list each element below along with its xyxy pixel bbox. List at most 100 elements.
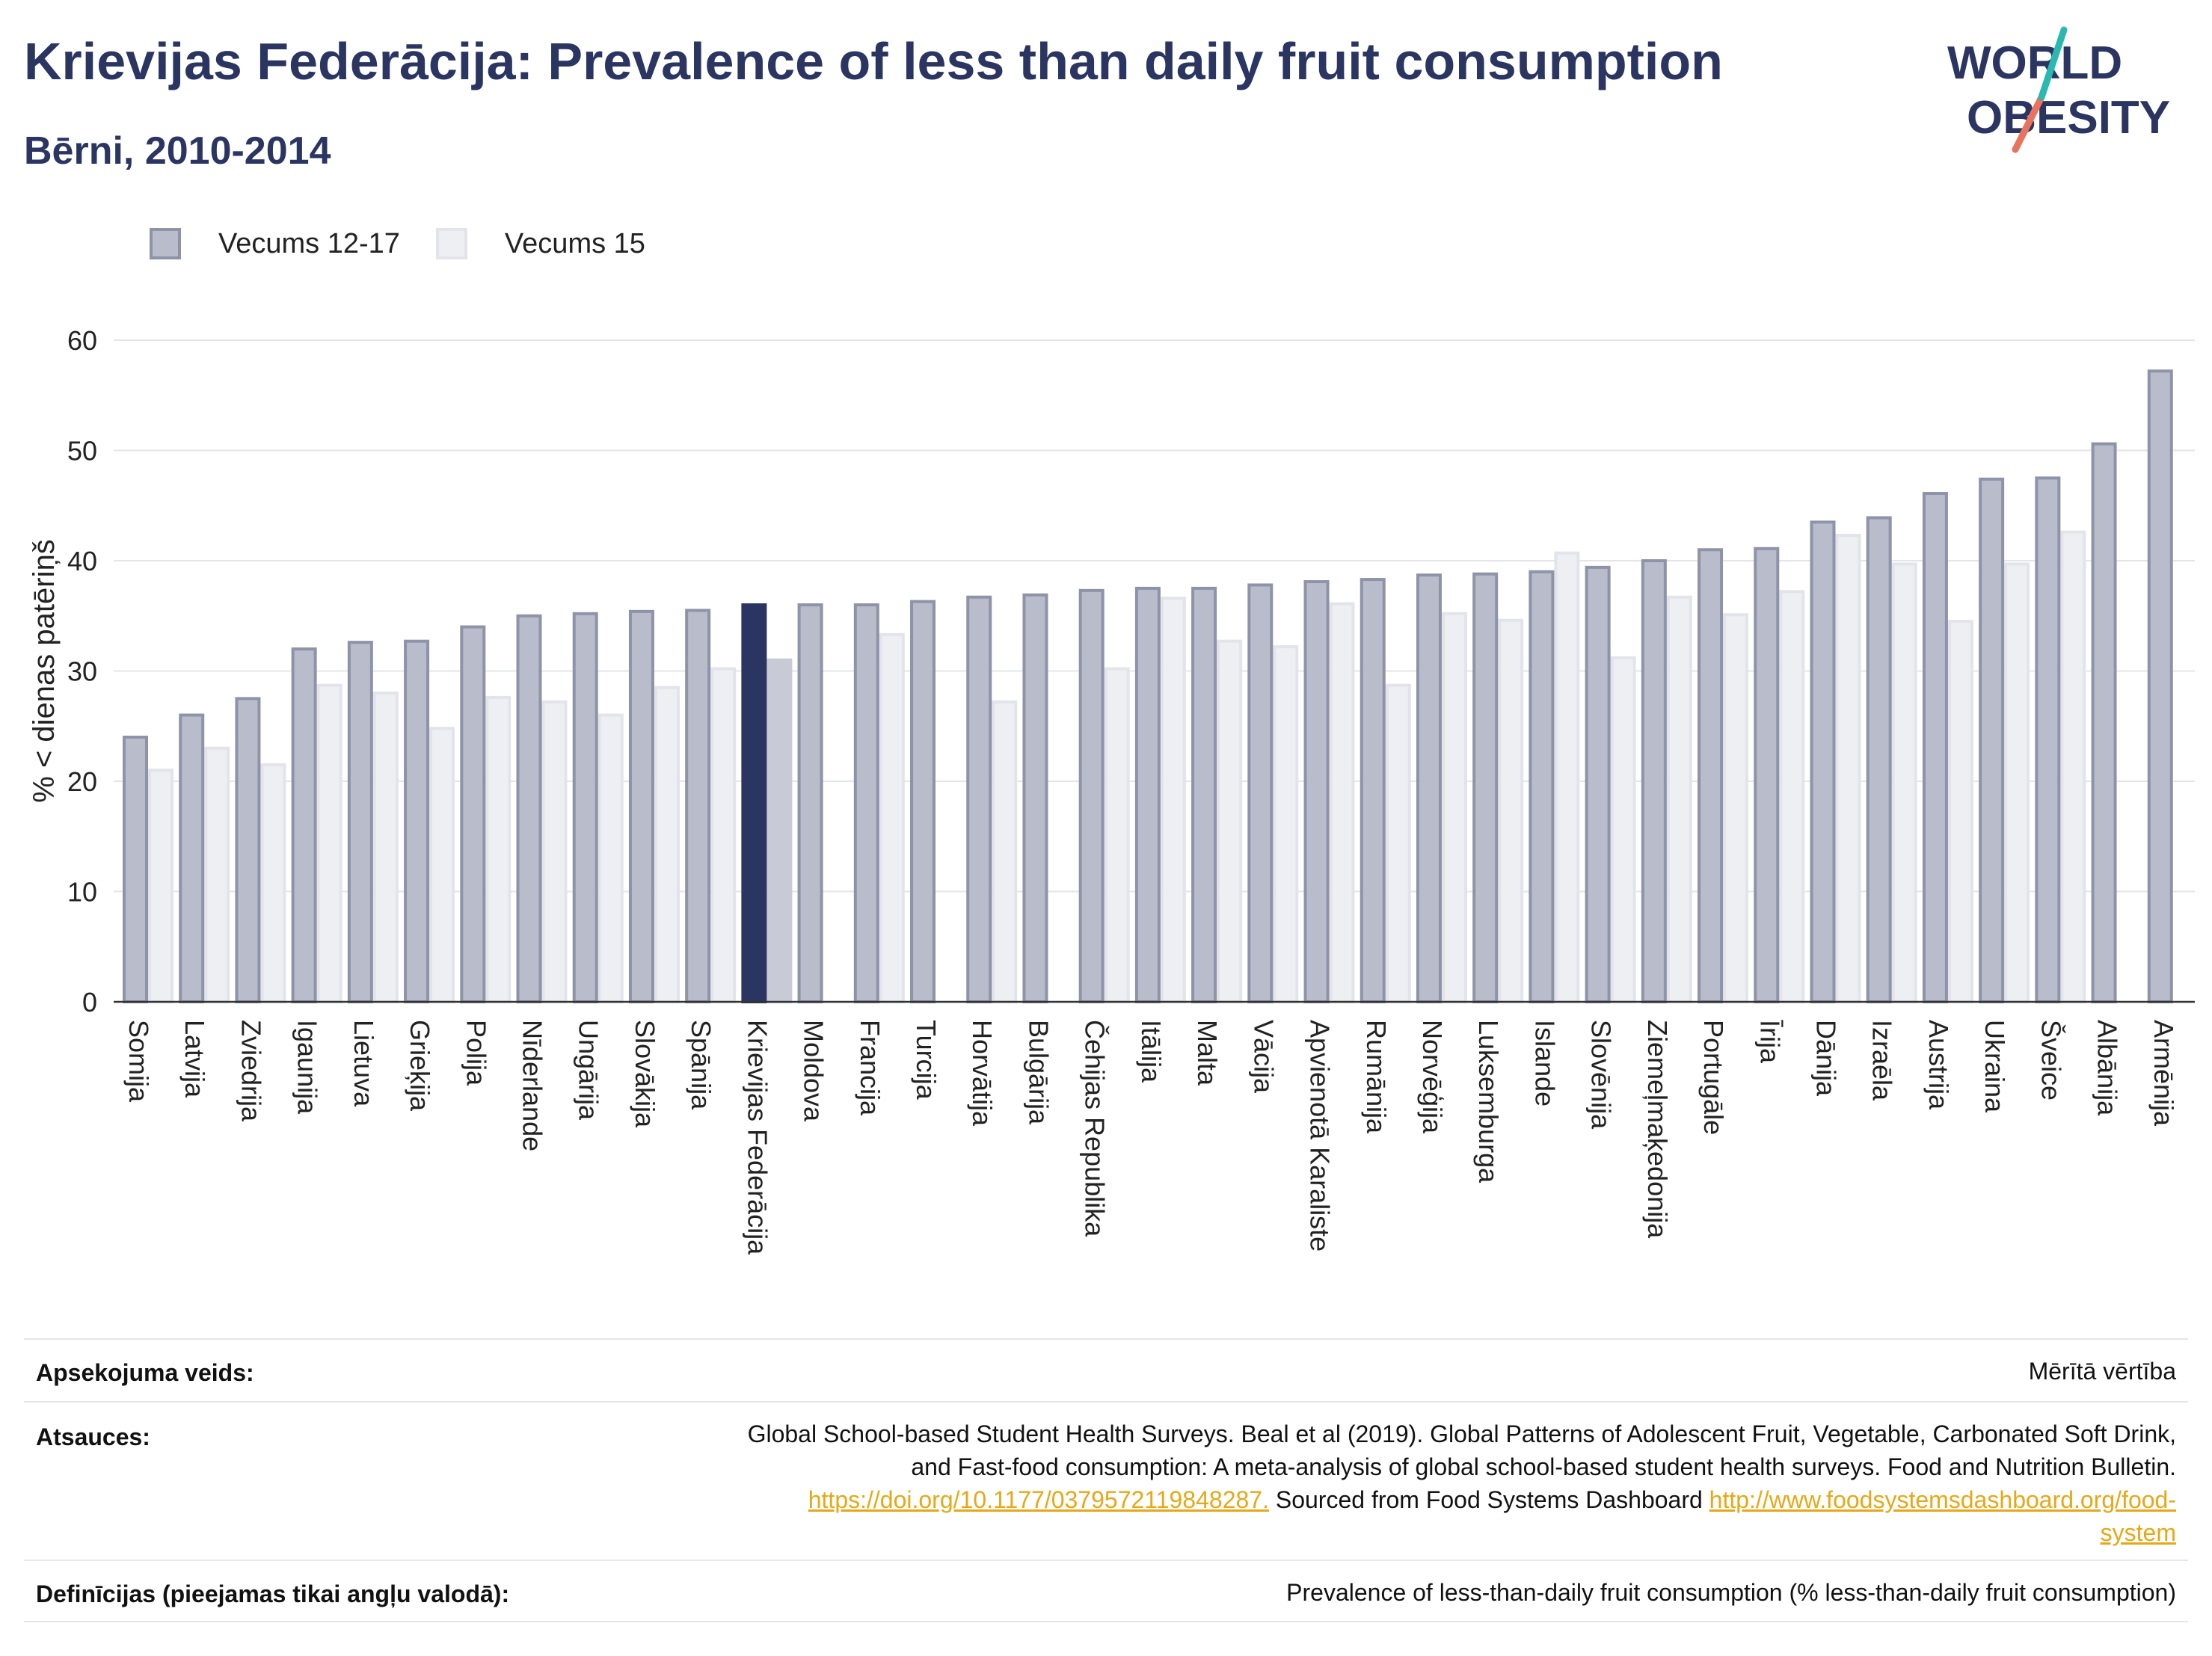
references-line1: Global School-based Student Health Surve… <box>747 1420 2176 1447</box>
bar-series2 <box>1779 590 1805 1003</box>
bar-series1 <box>1247 583 1274 1003</box>
bar-series1 <box>1754 547 1780 1003</box>
bar-chart: 0 10 20 30 40 50 60 % < dienas patēriņš Somija La… <box>28 325 2195 1255</box>
bar-series1 <box>516 614 542 1003</box>
bar-series2 <box>1498 618 1524 1004</box>
y-tick-label: 10 <box>67 877 97 908</box>
x-tick-label: Latvija <box>179 1020 210 1098</box>
bar-series1 <box>1529 570 1555 1003</box>
bar-series2 <box>1666 595 1692 1003</box>
bar-series1 <box>1303 580 1330 1003</box>
footer-divider <box>24 1621 2188 1622</box>
bar-series1 <box>1360 578 1386 1003</box>
bar-series2 <box>766 658 793 1003</box>
bar-series1 <box>460 625 486 1003</box>
x-tick-label: Horvātija <box>967 1020 998 1127</box>
bar-series2 <box>1385 683 1411 1003</box>
x-tick-label: Šveice <box>2036 1020 2066 1101</box>
x-tick-label: Vācija <box>1248 1020 1279 1094</box>
bar-series2 <box>204 746 230 1003</box>
bar-series1 <box>2035 476 2061 1003</box>
bar-series1 <box>1641 559 1667 1003</box>
bar-series1 <box>1134 586 1161 1003</box>
x-tick-label: Ukraina <box>1979 1020 2010 1113</box>
legend-swatch-series1 <box>150 228 181 259</box>
x-tick-label: Francija <box>855 1020 885 1116</box>
legend-item-series1[interactable]: Vecums 12-17 <box>150 228 400 260</box>
x-tick-label: Spānija <box>686 1020 716 1110</box>
bar-series1 <box>853 603 879 1003</box>
x-tick-label: Īrija <box>1754 1020 1785 1064</box>
legend-item-series2[interactable]: Vecums 15 <box>435 227 645 260</box>
page-subtitle: Bērni, 2010-2014 <box>24 129 331 173</box>
bar-series2 <box>372 692 399 1003</box>
logo-line1: WORLD <box>1947 37 2122 89</box>
bar-series2 <box>1441 612 1467 1003</box>
y-tick-label: 40 <box>67 546 97 576</box>
y-axis-label: % < dienas patēriņš <box>28 539 61 802</box>
references-line2: and Fast-food consumption: A meta-analys… <box>911 1453 2176 1480</box>
doi-link[interactable]: https://doi.org/10.1177/0379572119848287… <box>808 1486 1269 1513</box>
x-tick-label: Austrija <box>1923 1020 1954 1110</box>
bar-series2 <box>710 667 737 1003</box>
x-tick-label: Krievijas Federācija <box>742 1020 772 1255</box>
y-tick-label: 30 <box>67 656 97 687</box>
references-mid: Sourced from Food Systems Dashboard <box>1268 1486 1709 1513</box>
x-tick-label: Dānija <box>1810 1020 1841 1097</box>
references-label: Atsauces: <box>36 1423 150 1450</box>
logo-slash-red <box>2012 93 2045 153</box>
legend-swatch-series2 <box>435 228 467 259</box>
bar-series2 <box>1329 602 1355 1003</box>
bar-series2 <box>1273 645 1299 1003</box>
bar-series1 <box>1416 573 1442 1003</box>
x-tick-label: Islande <box>1529 1020 1560 1106</box>
dashboard-link[interactable]: http://www.foodsystemsdashboard.org/food… <box>1709 1486 2176 1513</box>
bar-series2 <box>2060 530 2086 1003</box>
bar-series1 <box>179 713 205 1003</box>
x-tick-label: Portugāle <box>1698 1020 1729 1135</box>
bar-series1 <box>235 697 261 1003</box>
x-tick-label: Moldova <box>799 1020 829 1122</box>
survey-type-value: Mērītā vērtība <box>2028 1358 2176 1385</box>
bar-series1 <box>1078 588 1105 1003</box>
bar-series1 <box>1191 586 1217 1003</box>
x-tick-label: Igaunija <box>292 1020 323 1115</box>
x-tick-label: Armēnija <box>2148 1020 2179 1127</box>
x-tick-label: Lietuva <box>348 1020 379 1107</box>
x-tick-label: Apvienotā Karaliste <box>1305 1020 1336 1252</box>
bar-series1 <box>2147 369 2173 1003</box>
bar-series1 <box>1810 520 1836 1003</box>
bar-series1 <box>685 609 711 1003</box>
dashboard-link-cont[interactable]: system <box>2100 1519 2176 1546</box>
x-tick-label: Nīderlande <box>517 1020 548 1151</box>
bar-series2 <box>1835 534 1861 1003</box>
x-tick-label: Itālija <box>1136 1020 1167 1083</box>
bar-series2 <box>148 769 173 1003</box>
x-tick-label: Čehijas Republika <box>1080 1020 1110 1237</box>
bar-series1 <box>1922 492 1948 1003</box>
world-obesity-logo: WORLD OBESITY <box>1947 26 2170 153</box>
bar-series1 <box>1698 548 1724 1003</box>
survey-type-label: Apsekojuma veids: <box>36 1359 254 1386</box>
bar-series1 <box>741 603 767 1003</box>
bar-series1 <box>2091 442 2117 1003</box>
bar-series2 <box>1947 620 1973 1003</box>
bar-series2 <box>1554 551 1580 1003</box>
x-tick-label: Ziemeļmaķedonija <box>1642 1020 1673 1239</box>
x-tick-label: Zviedrija <box>236 1020 266 1122</box>
bar-series1 <box>1866 516 1892 1003</box>
footer-divider <box>24 1560 2188 1561</box>
bar-series1 <box>123 736 148 1003</box>
x-tick-label: Slovēnija <box>1586 1020 1617 1130</box>
bar-series1 <box>347 641 373 1004</box>
x-tick-label: Grieķija <box>405 1020 435 1112</box>
bar-series2 <box>879 632 905 1003</box>
bar-series2 <box>1891 562 1917 1003</box>
bar-series1 <box>966 595 992 1003</box>
y-tick-label: 20 <box>67 766 97 797</box>
legend-label-series2: Vecums 15 <box>504 227 645 259</box>
footer-divider <box>24 1338 2188 1340</box>
x-tick-label: Bulgārija <box>1023 1020 1054 1125</box>
bar-series1 <box>1472 572 1499 1003</box>
bar-series2 <box>2004 562 2030 1003</box>
